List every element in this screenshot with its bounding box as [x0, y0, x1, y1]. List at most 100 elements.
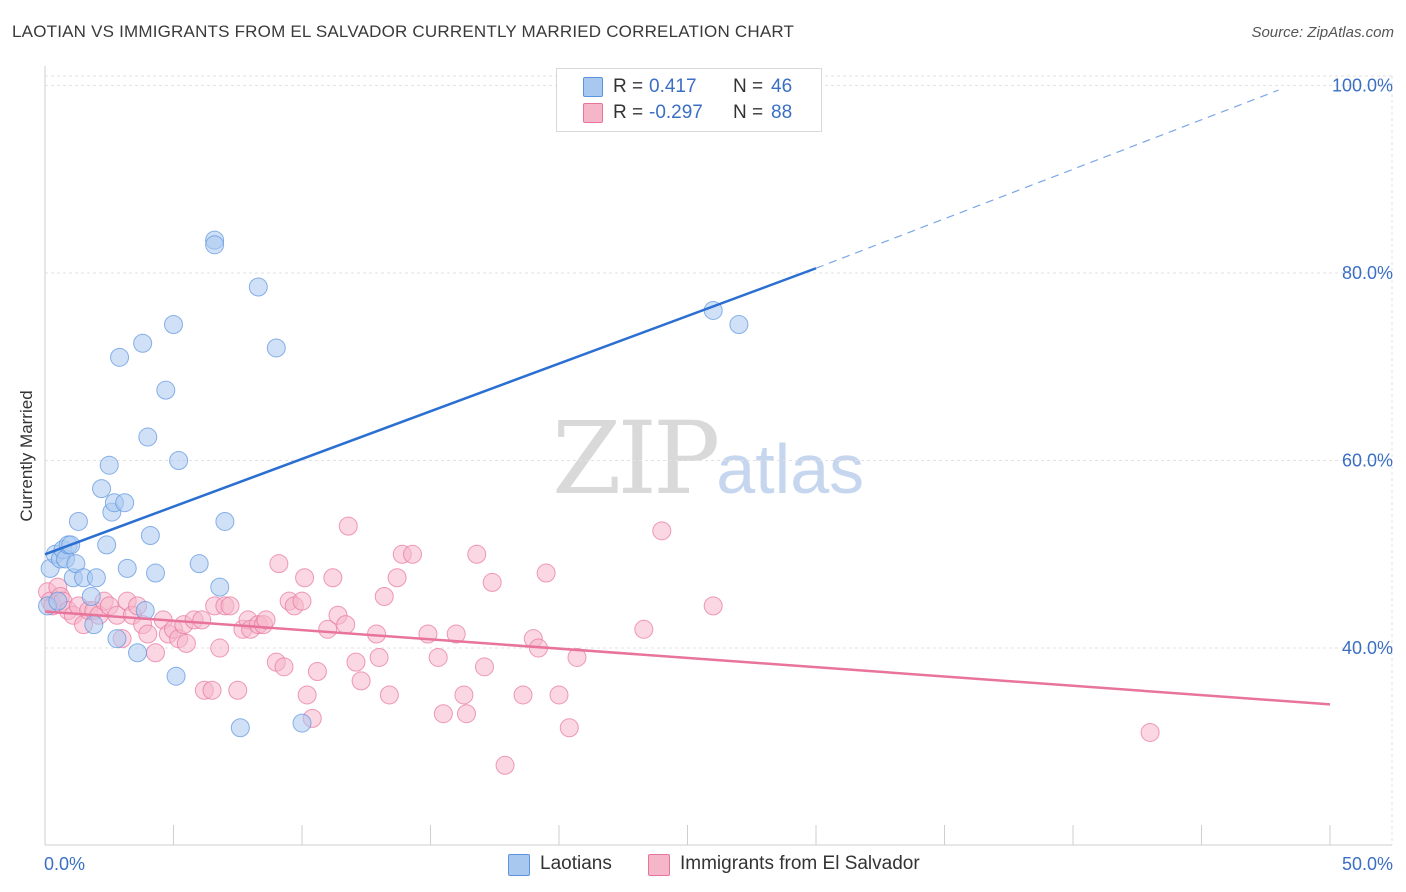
laotian-point: [99, 455, 119, 475]
laotian-point: [81, 586, 101, 606]
el-salvador-point: [549, 685, 569, 705]
el-salvador-point: [513, 685, 533, 705]
legend-swatch-laotians: [583, 77, 603, 97]
laotian-point: [84, 615, 104, 635]
el-salvador-point: [387, 568, 407, 588]
el-salvador-point: [295, 568, 315, 588]
watermark-atlas: atlas: [716, 430, 865, 508]
legend-swatch-laotians: [508, 854, 530, 876]
laotian-point: [133, 333, 153, 353]
el-salvador-point: [369, 647, 389, 667]
el-salvador-point: [703, 596, 723, 616]
el-salvador-point: [446, 624, 466, 644]
data-points: [38, 230, 1160, 775]
legend-label-el-salvador: Immigrants from El Salvador: [680, 853, 920, 874]
el-salvador-point: [454, 685, 474, 705]
y-tick-label: 100.0%: [1332, 75, 1393, 95]
el-salvador-point: [467, 544, 487, 564]
el-salvador-point: [474, 657, 494, 677]
el-salvador-point: [256, 610, 276, 630]
el-salvador-point: [428, 647, 448, 667]
y-tick-label: 40.0%: [1342, 638, 1393, 658]
watermark-zip: ZIP: [552, 400, 720, 517]
el-salvador-point: [323, 568, 343, 588]
el-salvador-trend-line: [44, 610, 1331, 706]
el-salvador-point: [202, 680, 222, 700]
el-salvador-point: [292, 591, 312, 611]
laotian-point: [189, 554, 209, 574]
legend-r-label: R =: [613, 76, 644, 97]
el-salvador-point: [228, 680, 248, 700]
laotian-point: [146, 563, 166, 583]
el-salvador-point: [210, 638, 230, 658]
laotian-point: [292, 713, 312, 733]
el-salvador-point: [456, 704, 476, 724]
legend-r-value: 0.417: [649, 76, 697, 97]
laotian-point: [138, 427, 158, 447]
laotian-point: [117, 558, 137, 578]
tick-labels: 40.0% 60.0% 80.0% 100.0% 0.0% 50.0%: [44, 75, 1393, 874]
axes: [44, 66, 1392, 846]
el-salvador-point: [307, 662, 327, 682]
laotian-point: [110, 347, 130, 367]
x-tick-label: 0.0%: [44, 854, 85, 874]
legend-swatch-el-salvador: [583, 103, 603, 123]
legend-n-label: N =: [733, 76, 764, 97]
el-salvador-point: [220, 596, 240, 616]
el-salvador-point: [274, 657, 294, 677]
laotian-point: [166, 666, 186, 686]
laotian-point: [107, 629, 127, 649]
laotian-point: [92, 479, 112, 499]
legend-r-label: R =: [613, 102, 644, 123]
laotian-point: [68, 511, 88, 531]
laotian-point: [210, 577, 230, 597]
laotian-point: [248, 277, 268, 297]
laotian-point: [266, 338, 286, 358]
laotian-trend-line: [44, 267, 817, 556]
legend-n-label: N =: [733, 102, 764, 123]
laotian-point: [169, 451, 189, 470]
el-salvador-point: [433, 704, 453, 724]
el-salvador-point: [567, 647, 587, 667]
el-salvador-point: [403, 544, 423, 564]
legend-swatch-el-salvador: [648, 854, 670, 876]
el-salvador-point: [379, 685, 399, 705]
legend-n-value: 88: [771, 102, 793, 123]
legend-r-value: -0.297: [649, 102, 703, 123]
el-salvador-point: [176, 633, 196, 653]
el-salvador-point: [146, 643, 166, 663]
laotian-point: [156, 380, 176, 400]
laotian-point: [135, 601, 155, 621]
laotian-point: [205, 235, 225, 255]
el-salvador-point: [482, 572, 502, 592]
el-salvador-point: [138, 624, 158, 644]
laotian-point: [230, 718, 250, 738]
watermark: ZIPatlas: [552, 400, 864, 517]
legend-n-value: 46: [771, 76, 793, 97]
el-salvador-point: [336, 615, 356, 635]
el-salvador-point: [318, 619, 338, 639]
el-salvador-point: [346, 652, 366, 672]
x-tick-label: 50.0%: [1342, 854, 1393, 874]
el-salvador-point: [536, 563, 556, 583]
el-salvador-point: [269, 554, 289, 574]
el-salvador-point: [634, 619, 654, 639]
laotian-point: [115, 493, 135, 513]
laotian-point: [128, 643, 148, 663]
el-salvador-point: [192, 610, 212, 630]
el-salvador-point: [351, 671, 371, 691]
y-tick-label: 60.0%: [1342, 451, 1393, 471]
el-salvador-point: [374, 586, 394, 606]
el-salvador-point: [297, 685, 317, 705]
laotian-point: [215, 511, 235, 531]
el-salvador-point: [1140, 722, 1160, 742]
el-salvador-point: [652, 521, 672, 541]
laotian-point: [164, 315, 183, 335]
laotian-trend-extension: [815, 89, 1279, 269]
legend-label-laotians: Laotians: [540, 853, 612, 874]
laotian-point: [97, 535, 117, 555]
el-salvador-point: [495, 755, 515, 775]
laotian-point: [48, 591, 68, 611]
el-salvador-point: [559, 718, 579, 738]
trend-lines: [44, 89, 1331, 706]
